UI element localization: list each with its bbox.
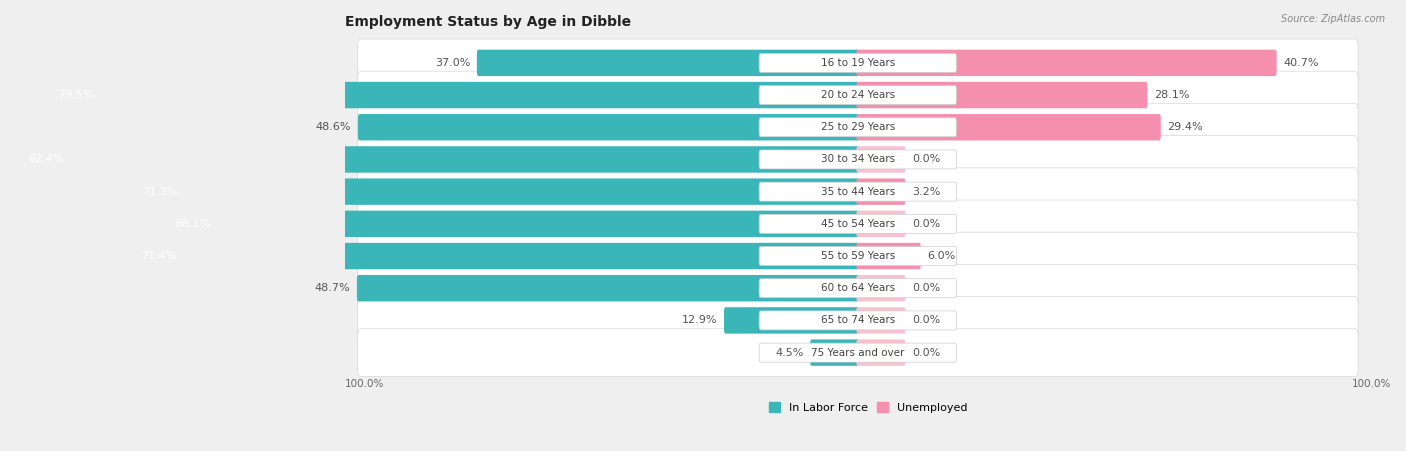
FancyBboxPatch shape [357,168,1358,216]
FancyBboxPatch shape [357,232,1358,280]
Text: 3.2%: 3.2% [912,187,941,197]
FancyBboxPatch shape [357,71,1358,119]
Text: 71.4%: 71.4% [141,251,177,261]
FancyBboxPatch shape [759,311,956,330]
FancyBboxPatch shape [357,39,1358,87]
Text: 25 to 29 Years: 25 to 29 Years [821,122,896,132]
FancyBboxPatch shape [856,211,905,237]
FancyBboxPatch shape [759,53,956,72]
FancyBboxPatch shape [357,103,1358,151]
Text: 48.6%: 48.6% [316,122,352,132]
Text: 16 to 19 Years: 16 to 19 Years [821,58,896,68]
FancyBboxPatch shape [856,340,905,366]
Text: 48.7%: 48.7% [315,283,350,293]
Text: 35 to 44 Years: 35 to 44 Years [821,187,896,197]
Text: 55 to 59 Years: 55 to 59 Years [821,251,896,261]
Text: Employment Status by Age in Dibble: Employment Status by Age in Dibble [344,15,631,29]
Text: 12.9%: 12.9% [682,315,717,326]
FancyBboxPatch shape [41,82,859,108]
FancyBboxPatch shape [357,329,1358,377]
Text: 68.1%: 68.1% [174,219,211,229]
Text: 0.0%: 0.0% [912,154,941,165]
FancyBboxPatch shape [759,118,956,137]
Text: 100.0%: 100.0% [344,379,384,389]
FancyBboxPatch shape [856,146,905,173]
FancyBboxPatch shape [759,86,956,105]
Legend: In Labor Force, Unemployed: In Labor Force, Unemployed [765,398,972,417]
Text: 0.0%: 0.0% [912,219,941,229]
Text: 20 to 24 Years: 20 to 24 Years [821,90,894,100]
Text: 6.0%: 6.0% [928,251,956,261]
FancyBboxPatch shape [856,82,1147,108]
Text: 0.0%: 0.0% [912,348,941,358]
FancyBboxPatch shape [759,247,956,266]
FancyBboxPatch shape [477,50,859,76]
Text: 71.3%: 71.3% [142,187,177,197]
FancyBboxPatch shape [759,214,956,233]
FancyBboxPatch shape [357,275,859,301]
FancyBboxPatch shape [759,182,956,201]
FancyBboxPatch shape [856,243,921,269]
Text: 4.5%: 4.5% [775,348,803,358]
FancyBboxPatch shape [759,279,956,298]
FancyBboxPatch shape [359,114,859,140]
Text: 82.4%: 82.4% [28,154,63,165]
FancyBboxPatch shape [724,307,859,334]
FancyBboxPatch shape [157,211,859,237]
Text: 29.4%: 29.4% [1167,122,1204,132]
FancyBboxPatch shape [810,340,859,366]
Text: 28.1%: 28.1% [1154,90,1189,100]
Text: 100.0%: 100.0% [1351,379,1391,389]
FancyBboxPatch shape [856,307,905,334]
FancyBboxPatch shape [11,146,859,173]
Text: 65 to 74 Years: 65 to 74 Years [821,315,896,326]
FancyBboxPatch shape [357,264,1358,312]
FancyBboxPatch shape [856,179,905,205]
FancyBboxPatch shape [357,297,1358,344]
Text: 75 Years and over: 75 Years and over [811,348,904,358]
FancyBboxPatch shape [357,136,1358,183]
Text: 37.0%: 37.0% [434,58,470,68]
Text: 30 to 34 Years: 30 to 34 Years [821,154,894,165]
FancyBboxPatch shape [856,114,1161,140]
Text: 60 to 64 Years: 60 to 64 Years [821,283,894,293]
Text: 0.0%: 0.0% [912,315,941,326]
FancyBboxPatch shape [124,243,859,269]
FancyBboxPatch shape [856,50,1277,76]
FancyBboxPatch shape [759,150,956,169]
FancyBboxPatch shape [357,200,1358,248]
Text: 0.0%: 0.0% [912,283,941,293]
Text: 45 to 54 Years: 45 to 54 Years [821,219,896,229]
FancyBboxPatch shape [856,275,905,301]
Text: Source: ZipAtlas.com: Source: ZipAtlas.com [1281,14,1385,23]
Text: 40.7%: 40.7% [1284,58,1319,68]
FancyBboxPatch shape [759,343,956,362]
Text: 79.5%: 79.5% [58,90,93,100]
FancyBboxPatch shape [125,179,859,205]
